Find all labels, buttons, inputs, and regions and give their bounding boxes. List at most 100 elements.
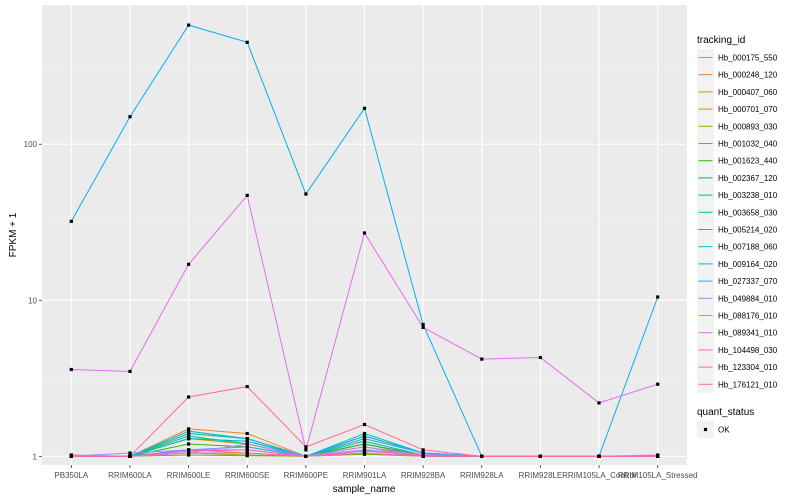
data-point [362,422,367,427]
legend-label: Hb_027337_070 [718,277,778,286]
x-tick-label: RRIM928BA [401,471,446,480]
data-point [69,219,73,223]
data-point [245,40,249,44]
data-point [421,448,425,452]
data-point [187,451,191,455]
legend-label: Hb_001623_440 [718,157,778,166]
legend-label: Hb_176121_010 [718,380,778,389]
legend-tracking-title: tracking_id [697,35,745,46]
data-point [187,427,191,431]
legend-label: Hb_003658_030 [718,208,778,217]
data-point [362,231,367,235]
data-point [245,448,249,452]
legend-label: Hb_005214_020 [718,226,778,235]
data-point [187,429,191,433]
data-point [362,431,367,436]
data-point [128,454,132,458]
data-point [656,382,660,386]
x-axis-title: sample_name [333,484,396,495]
x-axis: PB350LA RRIM600LA RRIM600LE RRIM600SE RRIM60… [54,465,697,480]
data-point [245,451,249,455]
data-point [69,453,73,457]
legend-label: Hb_000407_060 [718,88,778,97]
x-tick-label: RRIM600LE [167,471,211,480]
data-point [656,295,660,299]
data-point [362,439,367,443]
data-point [538,454,542,458]
data-point [187,434,191,438]
data-point [304,445,308,449]
data-point [245,445,249,449]
legend-label: Hb_089341_010 [718,329,778,338]
x-tick-label: RRIM600LA [108,471,152,480]
legend-label: Hb_049884_010 [718,294,778,303]
legend-label: Hb_104498_030 [718,346,778,355]
legend-label: Hb_009164_020 [718,260,778,269]
data-point [362,449,367,453]
data-point [187,453,191,457]
y-axis-title: FPKM + 1 [8,212,19,257]
data-point [480,454,484,458]
data-point [362,106,367,110]
y-tick-label: 1 [33,452,38,461]
y-tick-label: 100 [24,140,38,149]
data-point [187,449,191,453]
y-axis: 1 10 100 [24,140,42,461]
data-point [245,437,249,441]
data-point [362,445,367,449]
data-point [480,357,484,361]
data-point [187,262,191,266]
legend-label: Hb_000701_070 [718,105,778,114]
legend-label: OK [718,426,730,435]
data-point [597,454,601,458]
data-point [421,325,425,329]
data-point [597,401,601,405]
legend-label: Hb_000893_030 [718,122,778,131]
data-point [245,385,249,389]
legend-quant-status: quant_status OK [697,407,754,438]
data-point [421,322,425,327]
data-point [304,454,308,458]
legend-label: Hb_001032_040 [718,140,778,149]
data-point [538,355,542,360]
data-point [128,115,132,119]
data-point [245,431,249,436]
x-tick-label: RRIM928LE [519,471,563,480]
data-point [187,23,191,27]
x-tick-label: RRIM105LA_Control [562,471,636,480]
data-point [187,431,191,436]
legend-key-point [703,427,708,432]
x-tick-label: RRIM105LA_Stressed [618,471,698,480]
legend-label: Hb_088176_010 [718,312,778,321]
data-point [245,439,249,443]
data-point [128,369,132,373]
data-point [187,437,191,441]
x-tick-label: RRIM600PE [284,471,328,480]
legend-label: Hb_002367_120 [718,174,778,183]
data-point [362,434,367,438]
major-gridlines [42,5,687,465]
x-tick-label: RRIM928LA [460,471,504,480]
data-point [421,453,425,457]
x-tick-label: PB350LA [54,471,88,480]
data-point [362,442,367,446]
data-point [187,442,191,446]
series-layer [69,23,660,458]
x-tick-label: RRIM600SE [225,471,269,480]
legend-quant-title: quant_status [697,407,754,418]
data-point [245,454,249,458]
x-tick-label: RRIM901LA [343,471,387,480]
data-point [128,451,132,455]
data-point [245,193,249,197]
data-point [362,451,367,455]
data-point [69,367,73,372]
legend-tracking-id: tracking_id Hb_000175_550 Hb_000248_120 Hb… [697,35,778,393]
data-point [304,448,308,452]
legend-label: Hb_000248_120 [718,71,778,80]
data-point [656,453,660,457]
legend-label: Hb_000175_550 [718,54,778,63]
legend-label: Hb_123304_010 [718,363,778,372]
data-point [304,192,308,196]
data-point [245,442,249,446]
